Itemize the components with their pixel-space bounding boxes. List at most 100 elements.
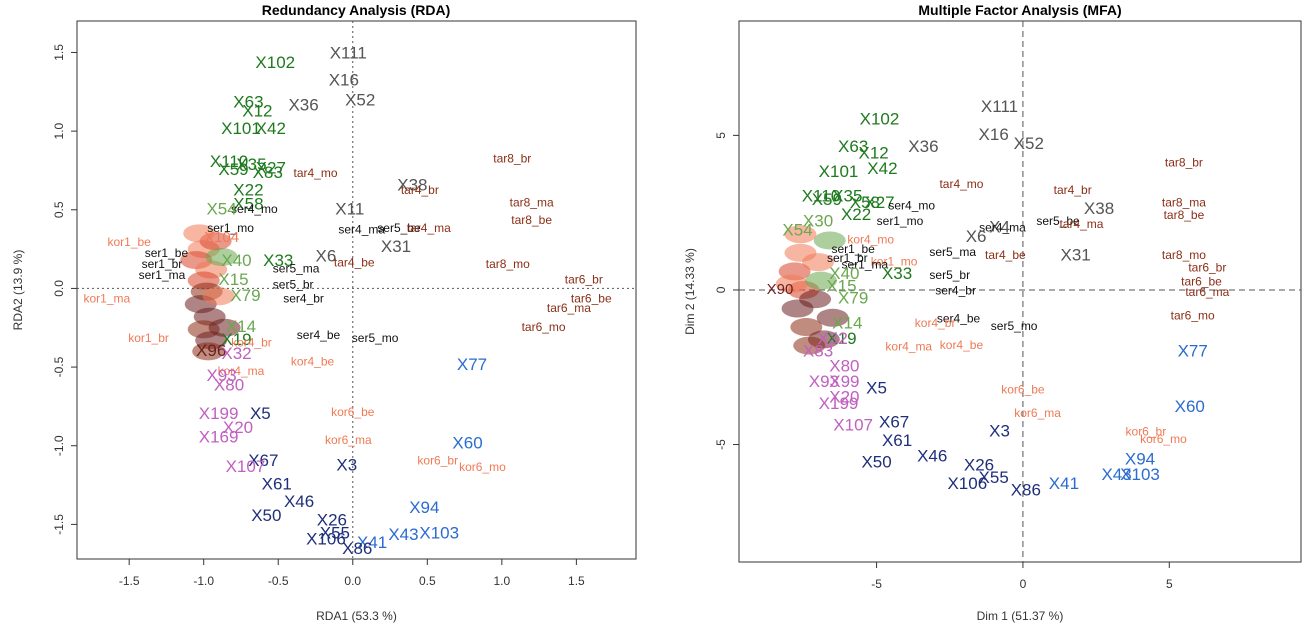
point-label-X52: X52 bbox=[1014, 134, 1044, 153]
point-label-X33: X33 bbox=[882, 264, 912, 283]
point-label-ser4_be: ser4_be bbox=[937, 311, 981, 325]
point-label-X93: X93 bbox=[809, 372, 839, 391]
point-label-X16: X16 bbox=[979, 125, 1009, 144]
point-label-tar4_br: tar4_br bbox=[1054, 183, 1092, 197]
point-label-X55: X55 bbox=[979, 468, 1009, 487]
point-label-X102: X102 bbox=[860, 109, 900, 128]
point-label-ser5_ma: ser5_ma bbox=[273, 262, 320, 276]
point-label-X27: X27 bbox=[864, 193, 894, 212]
chart-2: Multiple Factor Analysis (MFA) -5 0 5 -5 0 5 Di… bbox=[683, 2, 1302, 623]
point-label-X26: X26 bbox=[964, 456, 994, 475]
point-label-X12: X12 bbox=[859, 143, 889, 162]
point-label-kor6_ma: kor6_ma bbox=[1014, 406, 1061, 420]
point-label-X58: X58 bbox=[850, 193, 880, 212]
x-tick-label: -1.5 bbox=[119, 574, 140, 588]
point-label-X30: X30 bbox=[803, 211, 833, 230]
point-label-X63: X63 bbox=[233, 92, 263, 111]
point-label-X31: X31 bbox=[1060, 245, 1090, 264]
point-label-X22: X22 bbox=[233, 180, 263, 199]
point-label-X38: X38 bbox=[1084, 199, 1114, 218]
y-axis-label: Dim 2 (14.33 %) bbox=[683, 248, 697, 335]
point-label-tar4_br: tar4_br bbox=[401, 183, 439, 197]
point-label-ser5_mo: ser5_mo bbox=[352, 331, 399, 345]
point-label-X43: X43 bbox=[1101, 465, 1131, 484]
point-label-X15: X15 bbox=[218, 270, 248, 289]
point-label-X6: X6 bbox=[316, 246, 337, 265]
point-label-X86: X86 bbox=[342, 539, 372, 558]
point-label-X14: X14 bbox=[226, 317, 256, 336]
point-label-X60: X60 bbox=[1175, 397, 1205, 416]
point-label-X86: X86 bbox=[1011, 480, 1041, 499]
point-label-X40: X40 bbox=[221, 251, 251, 270]
point-label-X80: X80 bbox=[829, 357, 859, 376]
x-axis-label: RDA1 (53.3 %) bbox=[316, 609, 397, 623]
cluster-mark bbox=[205, 247, 238, 266]
point-label-ser5_mo: ser5_mo bbox=[991, 319, 1038, 333]
point-label-X19: X19 bbox=[826, 329, 856, 348]
point-label-X107: X107 bbox=[226, 457, 266, 476]
point-label-X111: X111 bbox=[330, 44, 367, 63]
point-label-X60: X60 bbox=[452, 434, 482, 453]
point-label-X58: X58 bbox=[233, 195, 263, 214]
point-label-kor6_be: kor6_be bbox=[331, 405, 375, 419]
point-label-kor4_be: kor4_be bbox=[940, 338, 984, 352]
point-label-X94: X94 bbox=[1125, 449, 1155, 468]
point-label-ser4_ma: ser4_ma bbox=[979, 220, 1026, 234]
cluster-mark bbox=[202, 287, 235, 306]
point-label-tar6_mo: tar6_mo bbox=[1171, 308, 1215, 322]
point-label-X52: X52 bbox=[345, 91, 375, 110]
point-label-ser5_ma: ser5_ma bbox=[929, 245, 976, 259]
point-label-X106: X106 bbox=[947, 474, 987, 493]
point-label-X3: X3 bbox=[336, 456, 357, 475]
point-label-kor6_be: kor6_be bbox=[1001, 383, 1045, 397]
point-cluster bbox=[775, 225, 849, 355]
point-label-X101: X101 bbox=[221, 119, 261, 138]
y-tick-label: 1.5 bbox=[52, 44, 66, 61]
point-label-kor6_br: kor6_br bbox=[417, 454, 458, 468]
point-label-X27: X27 bbox=[256, 158, 286, 177]
point-label-ser5_br: ser5_br bbox=[929, 268, 970, 282]
point-label-X4: X4 bbox=[989, 218, 1010, 237]
point-label-kor4_ma: kor4_ma bbox=[218, 364, 265, 378]
point-label-X20: X20 bbox=[223, 418, 253, 437]
point-label-X42: X42 bbox=[256, 119, 286, 138]
point-label-X63: X63 bbox=[838, 137, 868, 156]
point-label-tar8_ma: tar8_ma bbox=[510, 196, 554, 210]
point-label-X103: X103 bbox=[419, 523, 459, 542]
point-label-kor4_br: kor4_br bbox=[231, 336, 272, 350]
point-label-kor1_ma: kor1_ma bbox=[83, 292, 130, 306]
point-cluster bbox=[180, 224, 241, 361]
point-label-ser1_be: ser1_be bbox=[831, 242, 875, 256]
chart-title: Redundancy Analysis (RDA) bbox=[262, 2, 451, 18]
chart-title: Multiple Factor Analysis (MFA) bbox=[918, 2, 1121, 18]
cluster-mark bbox=[790, 318, 823, 337]
point-label-X36: X36 bbox=[288, 95, 318, 114]
point-label-X77: X77 bbox=[457, 355, 487, 374]
point-label-X199: X199 bbox=[819, 394, 859, 413]
point-label-ser5_be: ser5_be bbox=[1036, 214, 1080, 228]
point-label-X5: X5 bbox=[250, 404, 271, 423]
point-label-X101: X101 bbox=[819, 162, 859, 181]
point-label-X50: X50 bbox=[861, 453, 891, 472]
point-label-tar8_be: tar8_be bbox=[511, 213, 552, 227]
point-label-X3: X3 bbox=[989, 422, 1010, 441]
point-label-tar8_ma: tar8_ma bbox=[1162, 196, 1206, 210]
point-label-kor1_br: kor1_br bbox=[128, 331, 169, 345]
y-tick-label: 1.0 bbox=[52, 122, 66, 139]
point-label-X16: X16 bbox=[329, 70, 359, 89]
point-label-X26: X26 bbox=[317, 511, 347, 530]
point-label-X32: X32 bbox=[221, 344, 251, 363]
point-label-X96: X96 bbox=[196, 341, 226, 360]
point-label-kor4_ma: kor4_ma bbox=[885, 339, 932, 353]
point-label-X67: X67 bbox=[879, 412, 909, 431]
point-label-X41: X41 bbox=[357, 533, 387, 552]
point-label-X19: X19 bbox=[221, 330, 251, 349]
point-label-ser1_ma: ser1_ma bbox=[139, 268, 186, 282]
point-label-ser5_be: ser5_be bbox=[377, 221, 421, 235]
point-label-X110: X110 bbox=[802, 187, 840, 206]
point-label-kor1_be: kor1_be bbox=[107, 235, 151, 249]
point-label-tar8_mo: tar8_mo bbox=[1162, 248, 1206, 262]
